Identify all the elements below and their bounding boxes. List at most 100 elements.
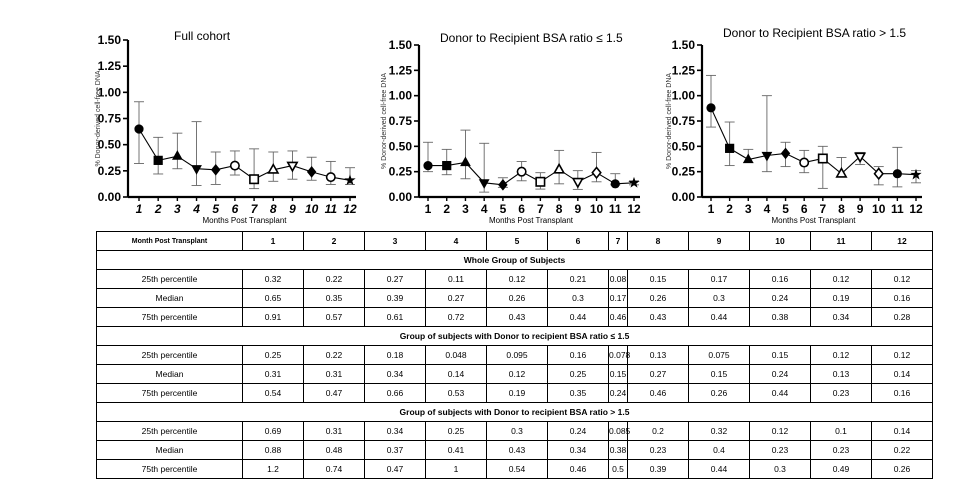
y-tick-label: 1.50 <box>98 33 122 47</box>
table-cell: 0.5 <box>608 459 628 479</box>
x-tick-label: 4 <box>192 202 200 216</box>
y-axis-label: % Donor-derived cell-free DNA <box>666 73 673 169</box>
table-cell: 0.14 <box>425 364 487 384</box>
table-cell: 0.12 <box>749 421 811 441</box>
median-point-month-12 <box>344 174 356 186</box>
table-cell: 0.38 <box>749 307 811 327</box>
error-bar <box>817 145 828 189</box>
table-cell: Median <box>96 364 243 384</box>
table-cell: 0.11 <box>425 269 487 289</box>
error-bar <box>153 136 164 175</box>
table-row: Median 0.88 0.48 0.37 0.41 0.43 0.34 0.38 0.23 0.… <box>96 440 933 460</box>
median-point-month-4 <box>191 165 202 175</box>
table-cell: 0.15 <box>627 269 689 289</box>
x-tick-label: 10 <box>872 202 886 216</box>
table-cell: 0.34 <box>547 440 609 460</box>
x-tick-label: 9 <box>289 202 296 216</box>
table-cell: 0.12 <box>486 364 548 384</box>
median-line <box>710 107 917 176</box>
table-cell: 0.88 <box>242 440 304 460</box>
median-point-month-2 <box>442 160 452 171</box>
table-cell: 0.17 <box>608 288 628 308</box>
table-cell: 0.39 <box>627 459 689 479</box>
chart-full-cohort: Full cohort 0.00 0.25 0.50 0.75 1.00 1.25 1.50%… <box>95 29 357 225</box>
y-axis-label: % Donor-derived cell-free DNA <box>381 73 388 169</box>
median-point-month-1 <box>134 124 144 134</box>
table-cell: 0.1 <box>810 421 872 441</box>
table-cell: 1 <box>425 459 487 479</box>
median-point-month-7 <box>249 174 260 185</box>
median-point-month-9 <box>571 177 584 189</box>
table-cell: 0.91 <box>242 307 304 327</box>
y-tick-label: 0.25 <box>98 164 122 178</box>
table-cell: 0.23 <box>810 383 872 403</box>
table-cell: 75th percentile <box>96 383 243 403</box>
table-cell: 0.24 <box>608 383 628 403</box>
y-tick-label: 1.00 <box>389 89 413 103</box>
table-cell: 0.18 <box>364 345 426 365</box>
table-row: 25th percentile 0.32 0.22 0.27 0.11 0.12 0.21 0… <box>96 269 933 289</box>
median-point-month-10 <box>306 166 317 178</box>
median-point-month-11 <box>325 172 336 183</box>
table-cell: 0.34 <box>810 307 872 327</box>
median-point-month-3 <box>460 156 471 167</box>
x-tick-label: 6 <box>518 202 525 216</box>
table-cell: 0.43 <box>486 440 548 460</box>
x-tick-label: 1 <box>136 202 143 216</box>
table-cell: 0.3 <box>688 288 750 308</box>
median-point-month-11 <box>610 179 620 189</box>
median-point-month-4 <box>478 179 490 189</box>
table-cell: 0.21 <box>547 269 609 289</box>
table-cell: 0.48 <box>303 440 365 460</box>
table-cell: 0.19 <box>810 288 872 308</box>
table-cell: 0.24 <box>749 364 811 384</box>
table-cell: 0.37 <box>364 440 426 460</box>
median-line <box>138 128 351 181</box>
table-cell: 0.32 <box>688 421 750 441</box>
table-cell: 25th percentile <box>96 269 243 289</box>
y-tick-label: 1.00 <box>98 85 122 99</box>
table-cell: 0.12 <box>871 345 933 365</box>
x-tick-label: 11 <box>325 202 338 216</box>
table-cell: 0.43 <box>486 307 548 327</box>
table-cell: 0.44 <box>547 307 609 327</box>
table-cell: 0.44 <box>749 383 811 403</box>
table-cell: 0.16 <box>547 345 609 365</box>
y-tick-label: 1.00 <box>672 89 696 103</box>
error-bar <box>892 146 903 188</box>
median-point-month-3 <box>742 153 754 164</box>
x-tick-label: 8 <box>270 202 277 216</box>
table-cell: 0.38 <box>608 440 628 460</box>
table-cell: 0.15 <box>608 364 628 384</box>
table-cell: 0.31 <box>303 364 365 384</box>
table-cell: 0.13 <box>627 345 689 365</box>
error-bar <box>706 74 716 128</box>
table-cell: 0.27 <box>425 288 487 308</box>
table-cell: Whole Group of Subjects <box>96 250 933 270</box>
x-tick-label: 7 <box>819 202 826 216</box>
table-cell: 0.075 <box>688 345 750 365</box>
median-point-month-1 <box>423 160 433 171</box>
table-cell: 0.46 <box>608 307 628 327</box>
percentile-table: Month Post Transplant 1 2 3 4 5 6 7 8 9 10 11 12 Whol… <box>96 231 933 479</box>
table-cell: 0.43 <box>627 307 689 327</box>
median-point-month-10 <box>591 166 602 180</box>
table-cell: 0.16 <box>871 288 933 308</box>
table-section-row: Group of subjects with Donor to recipien… <box>96 326 933 346</box>
table-cell: 0.69 <box>242 421 304 441</box>
table-cell: 0.17 <box>688 269 750 289</box>
chart-title: Donor to Recipient BSA ratio ≤ 1.5 <box>440 31 623 45</box>
median-point-month-2 <box>725 143 735 153</box>
x-tick-label: 8 <box>556 202 563 216</box>
table-cell: 0.25 <box>425 421 487 441</box>
x-tick-label: 6 <box>232 202 239 216</box>
table-cell: 0.25 <box>547 364 609 384</box>
median-point-month-8 <box>553 162 566 174</box>
table-cell: 0.34 <box>364 421 426 441</box>
table-cell: 0.12 <box>871 269 933 289</box>
table-cell: 0.14 <box>871 364 933 384</box>
table-cell: 8 <box>627 231 689 251</box>
y-tick-label: 0.25 <box>389 165 413 179</box>
x-tick-label: 12 <box>627 202 641 216</box>
table-cell: 0.54 <box>242 383 304 403</box>
